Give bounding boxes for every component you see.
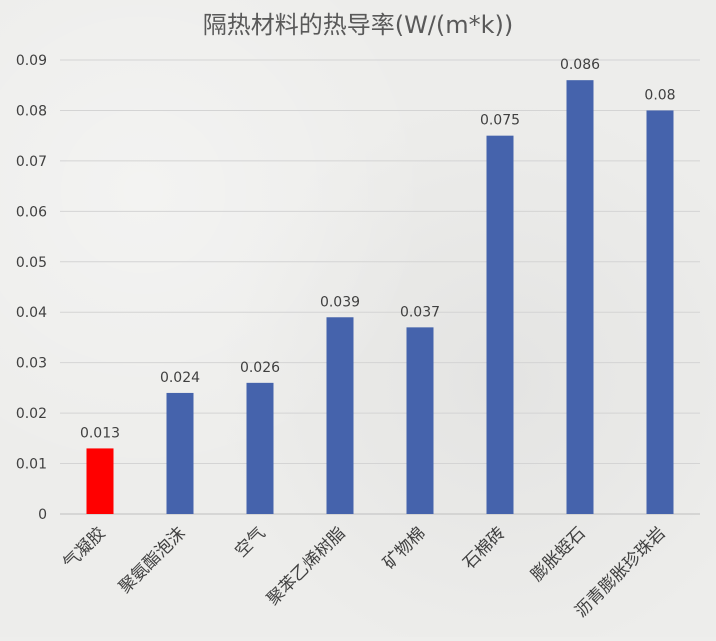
y-tick-label: 0.08 <box>16 103 47 119</box>
bars <box>86 80 674 514</box>
y-tick-label: 0.09 <box>16 53 47 69</box>
chart-title: 隔热材料的热导率(W/(m*k)) <box>203 11 514 39</box>
bar <box>86 448 114 514</box>
bar <box>406 327 434 514</box>
data-label: 0.026 <box>240 360 280 376</box>
x-tick-label: 气凝胶 <box>59 523 109 573</box>
data-label: 0.086 <box>560 57 600 73</box>
x-tick-label: 膨胀蛭石 <box>527 523 589 585</box>
y-tick-label: 0.01 <box>16 457 47 473</box>
y-tick-label: 0.02 <box>16 406 47 422</box>
x-tick-label: 聚苯乙烯树脂 <box>263 523 349 609</box>
y-tick-label: 0.05 <box>16 255 47 271</box>
y-tick-label: 0.03 <box>16 356 47 372</box>
bar <box>646 110 674 514</box>
data-label: 0.039 <box>320 294 360 310</box>
bar <box>566 80 594 514</box>
y-tick-label: 0.07 <box>16 154 47 170</box>
data-label: 0.013 <box>80 425 120 441</box>
x-tick-label: 聚氨酯泡沫 <box>115 523 189 597</box>
bar <box>246 382 274 514</box>
data-label: 0.024 <box>160 370 200 386</box>
x-tick-label: 空气 <box>231 523 269 561</box>
y-tick-label: 0.04 <box>16 305 47 321</box>
bar <box>486 135 514 514</box>
data-label: 0.08 <box>644 87 675 103</box>
bar <box>166 392 194 514</box>
x-tick-label: 矿物棉 <box>379 523 429 573</box>
gridlines <box>60 59 700 515</box>
data-label: 0.037 <box>400 304 440 320</box>
y-tick-label: 0 <box>38 507 47 523</box>
y-tick-label: 0.06 <box>16 204 47 220</box>
data-labels: 0.013 0.024 0.026 0.039 0.037 0.075 0.086 0.08 <box>80 57 676 441</box>
x-tick-label: 石棉砖 <box>459 523 509 573</box>
data-label: 0.075 <box>480 113 520 129</box>
y-axis-ticks: 0 0.01 0.02 0.03 0.04 0.05 0.06 0.07 0.08 0.09 <box>16 53 47 523</box>
bar <box>326 317 354 514</box>
